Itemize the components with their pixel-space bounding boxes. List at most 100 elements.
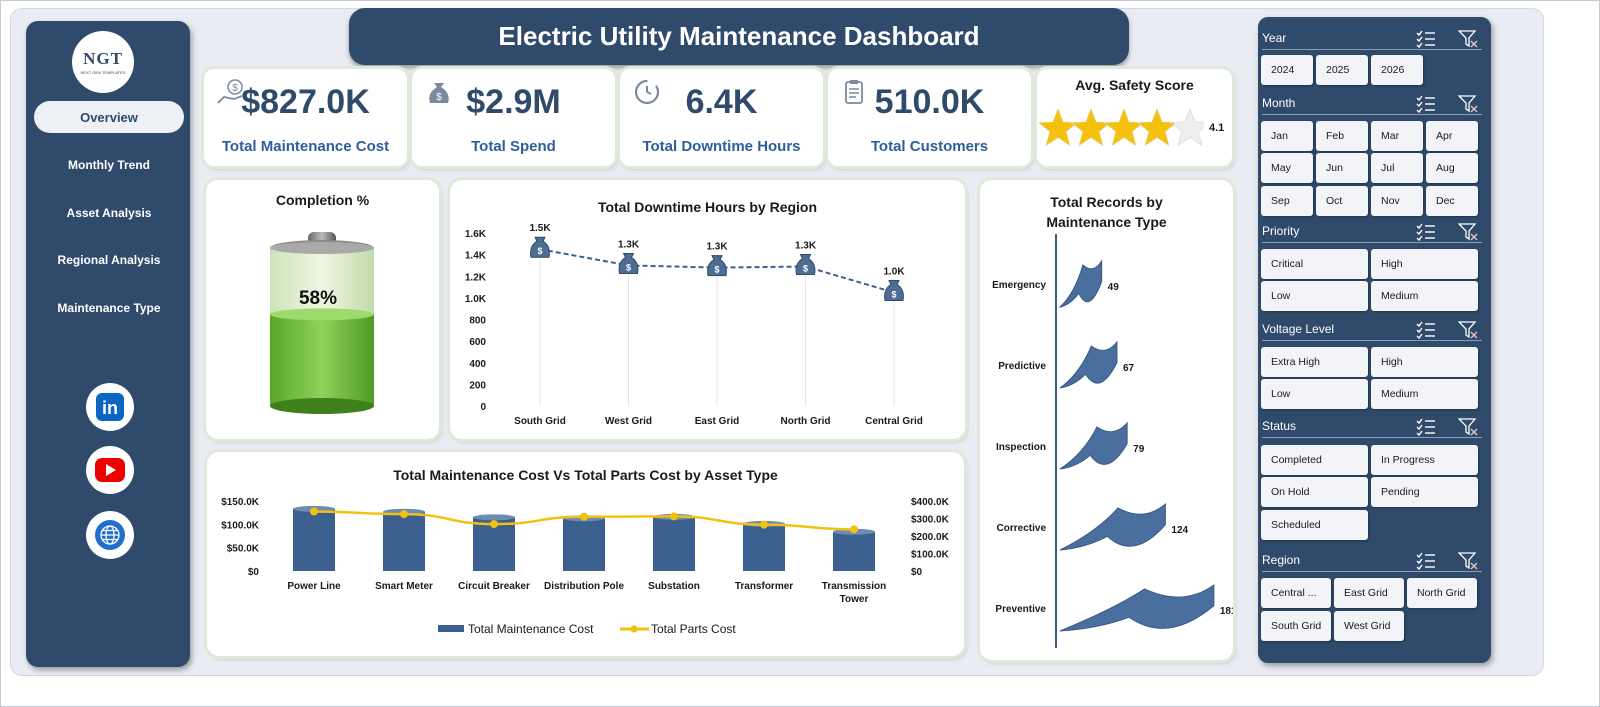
slicer-item-month[interactable]: Apr [1426,121,1478,151]
data-label: 49 [1108,282,1120,293]
parts-cost-point [850,525,858,534]
slicer-item-priority[interactable]: High [1371,249,1478,279]
clipboard-icon [845,80,863,104]
clear-filter-icon[interactable] [1458,321,1478,339]
nav-asset-analysis[interactable]: Asset Analysis [66,206,152,220]
multi-select-icon[interactable] [1416,321,1436,339]
slicer-item-voltage-level[interactable]: High [1371,347,1478,377]
multi-select-icon[interactable] [1416,223,1436,241]
slicer-item-status[interactable]: Completed [1261,445,1368,475]
star-filled-icon [1039,109,1077,146]
svg-text:$: $ [714,265,719,275]
x-tick-label: Transmission [822,581,886,592]
y-right-tick-label: $200.0K [911,532,950,543]
clear-filter-icon[interactable] [1458,418,1478,436]
slicer-item-region[interactable]: North Grid [1407,578,1477,608]
nav-overview[interactable]: Overview [34,101,184,133]
money-bag-marker-icon: $ [795,254,816,276]
linkedin-icon: in [96,393,124,421]
parts-cost-point [670,512,678,521]
slicer-item-month[interactable]: Jun [1316,153,1368,183]
y-tick-label: 800 [469,316,486,327]
y-tick-label: Corrective [997,523,1047,534]
slicer-item-region[interactable]: South Grid [1261,611,1331,641]
multi-select-icon[interactable] [1416,418,1436,436]
slicer-item-region[interactable]: East Grid [1334,578,1404,608]
money-bag-marker-icon: $ [884,279,904,301]
flag-bar [1059,584,1215,632]
x-tick-label: Tower [840,594,869,605]
slicer-item-month[interactable]: Jan [1261,121,1313,151]
y-right-tick-label: $300.0K [911,515,950,526]
kpi-card-total-spend: $ $2.9M Total Spend [412,69,615,166]
slicer-item-month[interactable]: Sep [1261,186,1313,216]
slicer-item-month[interactable]: Dec [1426,186,1478,216]
kpi-card-safety-score: Avg. Safety Score 4.1 [1037,69,1232,166]
youtube-button[interactable] [86,446,134,494]
slicer-item-month[interactable]: Nov [1371,186,1423,216]
clear-filter-icon[interactable] [1458,552,1478,570]
slicer-item-month[interactable]: Jul [1371,153,1423,183]
x-tick-label: Smart Meter [375,581,433,592]
y-right-tick-label: $0 [911,567,923,578]
data-label: 1.3K [618,239,640,250]
y-tick-label: Predictive [998,361,1046,372]
slicer-item-voltage-level[interactable]: Low [1261,379,1368,409]
slicer-item-status[interactable]: On Hold [1261,477,1368,507]
clear-filter-icon[interactable] [1458,95,1478,113]
linkedin-button[interactable]: in [86,383,134,431]
completion-label: 58% [299,288,337,309]
slicer-item-status[interactable]: Pending [1371,477,1478,507]
slicer-title: Status [1262,419,1297,433]
kpi-label: Total Customers [870,138,989,155]
safety-title: Avg. Safety Score [1075,77,1194,93]
x-tick-label: East Grid [695,416,739,427]
y-tick-label: 400 [469,359,486,370]
slicer-title: Month [1262,96,1296,110]
nav-maintenance-type[interactable]: Maintenance Type [57,301,161,315]
slicer-item-year[interactable]: 2025 [1316,55,1368,85]
slicer-item-month[interactable]: Feb [1316,121,1368,151]
kpi-card-total-customers: 510.0K Total Customers [828,69,1031,166]
clear-filter-icon[interactable] [1458,223,1478,241]
star-filled-icon [1138,109,1176,146]
slicer-item-year[interactable]: 2024 [1261,55,1313,85]
nav-monthly-trend[interactable]: Monthly Trend [68,158,150,172]
slicer-item-voltage-level[interactable]: Extra High [1261,347,1368,377]
logo-text: NGT [83,49,123,68]
slicer-item-region[interactable]: Central ... [1261,578,1331,608]
y-tick-label: 200 [469,380,486,391]
bar [293,508,335,571]
legend-swatch-parts-point [630,625,638,633]
slicer-item-priority[interactable]: Low [1261,281,1368,311]
slicer-header-voltage-level: Voltage Level [1262,319,1482,341]
clear-filter-icon[interactable] [1458,30,1478,48]
completion-card: Completion % 58% [206,180,439,439]
y-left-tick-label: $150.0K [221,497,260,508]
slicer-item-region[interactable]: West Grid [1334,611,1404,641]
website-button[interactable] [86,511,134,559]
multi-select-icon[interactable] [1416,30,1436,48]
multi-select-icon[interactable] [1416,552,1436,570]
nav-regional-analysis[interactable]: Regional Analysis [57,253,161,267]
slicer-item-month[interactable]: Aug [1426,153,1478,183]
slicer-item-priority[interactable]: Medium [1371,281,1478,311]
downtime-chart-card: Total Downtime Hours by Region 0 200 400 60… [450,180,965,439]
multi-select-icon[interactable] [1416,95,1436,113]
x-tick-label: North Grid [781,416,831,427]
slicer-item-status[interactable]: Scheduled [1261,510,1368,540]
slicer-item-year[interactable]: 2026 [1371,55,1423,85]
slicer-item-month[interactable]: Oct [1316,186,1368,216]
slicer-item-priority[interactable]: Critical [1261,249,1368,279]
kpi-value: $827.0K [241,83,370,121]
slicer-item-month[interactable]: May [1261,153,1313,183]
legend-label: Total Parts Cost [651,622,736,636]
kpi-label: Total Maintenance Cost [221,138,390,155]
y-tick-label: 600 [469,337,486,348]
slicer-title: Voltage Level [1262,322,1335,336]
y-tick-label: 1.2K [465,272,487,283]
slicer-item-status[interactable]: In Progress [1371,445,1478,475]
slicer-item-month[interactable]: Mar [1371,121,1423,151]
svg-text:$: $ [803,264,808,274]
slicer-item-voltage-level[interactable]: Medium [1371,379,1478,409]
